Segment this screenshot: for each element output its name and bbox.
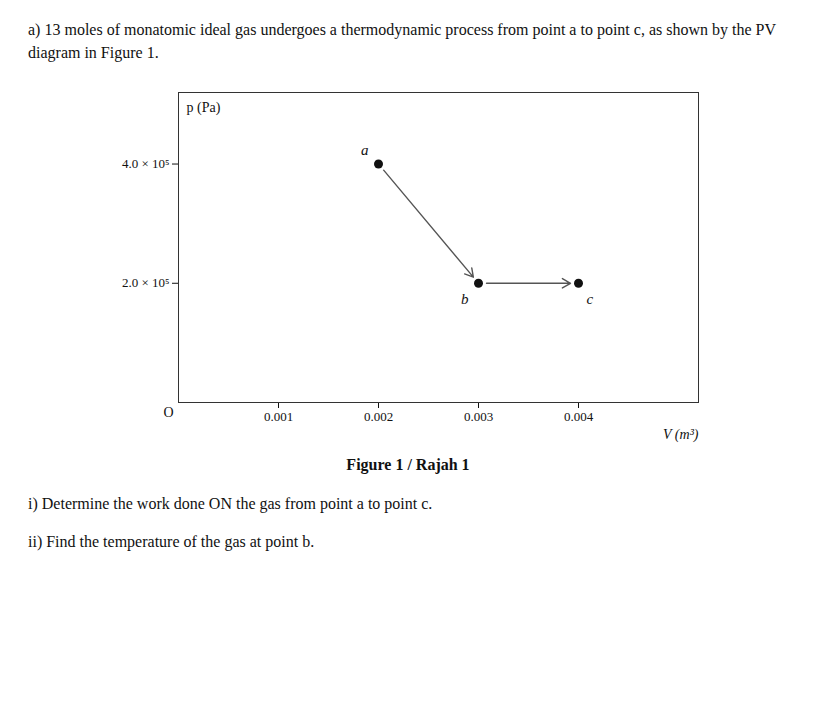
svg-text:a: a (361, 142, 369, 158)
svg-text:4.0 × 10⁵: 4.0 × 10⁵ (122, 157, 170, 172)
svg-text:c: c (587, 291, 594, 307)
svg-text:0.004: 0.004 (564, 409, 594, 424)
svg-text:2.0 × 10⁵: 2.0 × 10⁵ (122, 276, 170, 291)
svg-text:O: O (163, 405, 173, 420)
html-text:Figure 1 / Rajah 1: Figure 1 / Rajah 1 (346, 456, 470, 474)
svg-text:V (m³): V (m³) (663, 427, 699, 443)
svg-text:0.002: 0.002 (364, 409, 393, 424)
svg-text:b: b (461, 291, 469, 307)
svg-text:p (Pa): p (Pa) (187, 101, 221, 117)
html-text:a) 13 moles of monatomic ideal: a) 13 moles of monatomic ideal gas under… (28, 21, 776, 62)
svg-text:0.003: 0.003 (464, 409, 493, 424)
html-text:i) Determine the work done ON: i) Determine the work done ON the gas fr… (28, 495, 433, 513)
svg-text:0.001: 0.001 (264, 409, 293, 424)
html-text:ii) Find the temperature of th: ii) Find the temperature of the gas at p… (28, 532, 315, 550)
